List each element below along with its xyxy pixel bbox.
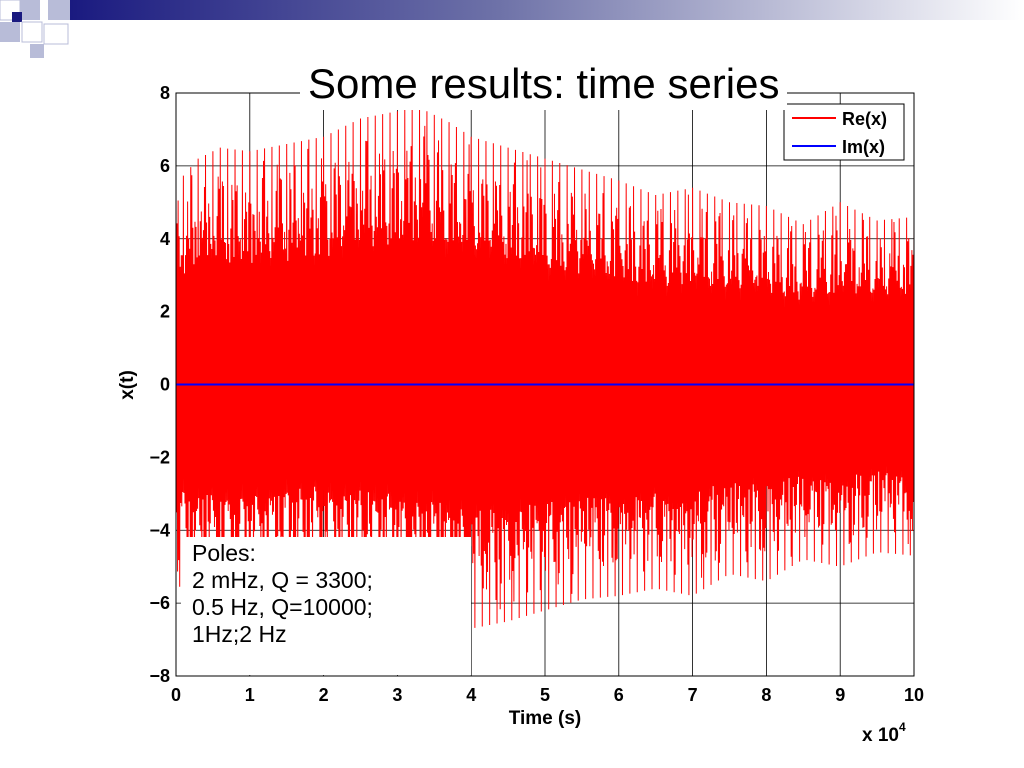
- slide-corner-decoration: [0, 0, 1024, 58]
- decor-square: [30, 44, 44, 58]
- y-tick-label: 8: [160, 83, 170, 103]
- annotation-line: 2 mHz, Q = 3300;: [192, 567, 373, 593]
- legend-label-im: Im(x): [842, 137, 885, 157]
- poles-annotation: Poles: 2 mHz, Q = 3300; 0.5 Hz, Q=10000;…: [181, 537, 471, 675]
- decor-square: [48, 0, 70, 20]
- x-tick-label: 4: [466, 685, 476, 705]
- x-tick-label: 3: [392, 685, 402, 705]
- annotation-line: 1Hz;2 Hz: [192, 621, 287, 647]
- slide-title: Some results: time series: [300, 58, 788, 110]
- axis-ticks: 0 1 2 3 4 5 6 7 8 9 10 8 6 4 2 0 −2 −4 −6 −8: [149, 83, 924, 705]
- y-tick-label: −8: [149, 666, 170, 686]
- y-tick-label: −4: [149, 520, 170, 540]
- legend: Re(x) Im(x): [783, 103, 905, 161]
- decor-square: [43, 23, 69, 45]
- plot-data: [175, 107, 915, 628]
- x-tick-label: 9: [835, 685, 845, 705]
- y-tick-label: 0: [160, 375, 170, 395]
- x-axis-label: Time (s): [509, 708, 582, 729]
- annotation-line: 0.5 Hz, Q=10000;: [192, 594, 373, 620]
- decor-square: [20, 0, 40, 20]
- y-tick-label: 2: [160, 302, 170, 322]
- legend-label-re: Re(x): [842, 109, 887, 129]
- annotation-line: Poles:: [192, 540, 256, 566]
- x-tick-label: 8: [761, 685, 771, 705]
- x-tick-label: 7: [688, 685, 698, 705]
- y-tick-label: 4: [160, 229, 170, 249]
- decor-square: [0, 22, 20, 42]
- x-multiplier: x 104: [862, 720, 906, 746]
- y-tick-label: −2: [149, 447, 170, 467]
- re-x-series-line: [175, 107, 915, 628]
- y-axis-label: x(t): [117, 370, 138, 400]
- banner-gradient-bar: [70, 0, 1024, 20]
- x-tick-label: 1: [245, 685, 255, 705]
- y-tick-label: 6: [160, 156, 170, 176]
- decor-square: [12, 12, 22, 22]
- x-tick-label: 6: [614, 685, 624, 705]
- x-tick-label: 10: [904, 685, 924, 705]
- legend-box: [783, 103, 905, 161]
- x-tick-label: 0: [171, 685, 181, 705]
- decor-square: [21, 21, 43, 43]
- x-tick-label: 5: [540, 685, 550, 705]
- x-tick-label: 2: [319, 685, 329, 705]
- y-tick-label: −6: [149, 593, 170, 613]
